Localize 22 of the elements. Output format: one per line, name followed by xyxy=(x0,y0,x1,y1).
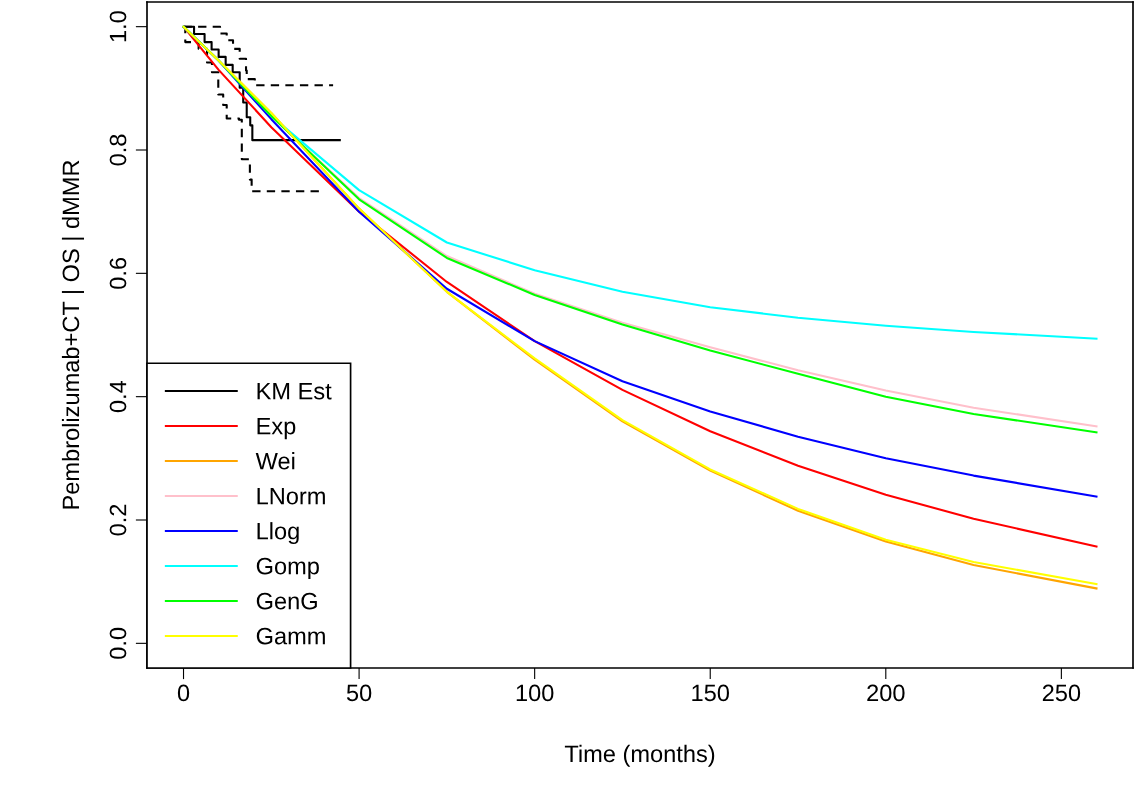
legend-label: Gomp xyxy=(256,557,319,580)
y-axis-title: Pembrolizumab+CT | OS | dMMR xyxy=(61,160,85,509)
x-tick-label: 150 xyxy=(692,684,729,702)
x-tick-label: 50 xyxy=(346,684,372,702)
y-tick-label: 0.0 xyxy=(109,627,127,659)
y-tick-label: 0.2 xyxy=(109,504,127,536)
legend-label: KM Est xyxy=(257,383,332,400)
legend-label: Gamm xyxy=(256,627,325,645)
legend-label: LNorm xyxy=(257,487,325,505)
x-tick-label: 0 xyxy=(177,684,190,702)
y-tick-label: 0.4 xyxy=(109,380,127,413)
legend-label: Exp xyxy=(257,417,296,440)
legend-label: Wei xyxy=(255,452,295,470)
legend-label: Llog xyxy=(257,522,299,545)
x-tick-label: 200 xyxy=(867,684,905,702)
x-tick-label: 250 xyxy=(1042,684,1081,702)
x-axis-title: Time (months) xyxy=(564,744,715,767)
legend-label: GenG xyxy=(256,592,317,610)
y-tick-label: 0.6 xyxy=(109,257,127,289)
y-tick-label: 1.0 xyxy=(109,11,127,42)
x-tick-label: 100 xyxy=(516,684,554,702)
y-tick-label: 0.8 xyxy=(109,134,127,166)
